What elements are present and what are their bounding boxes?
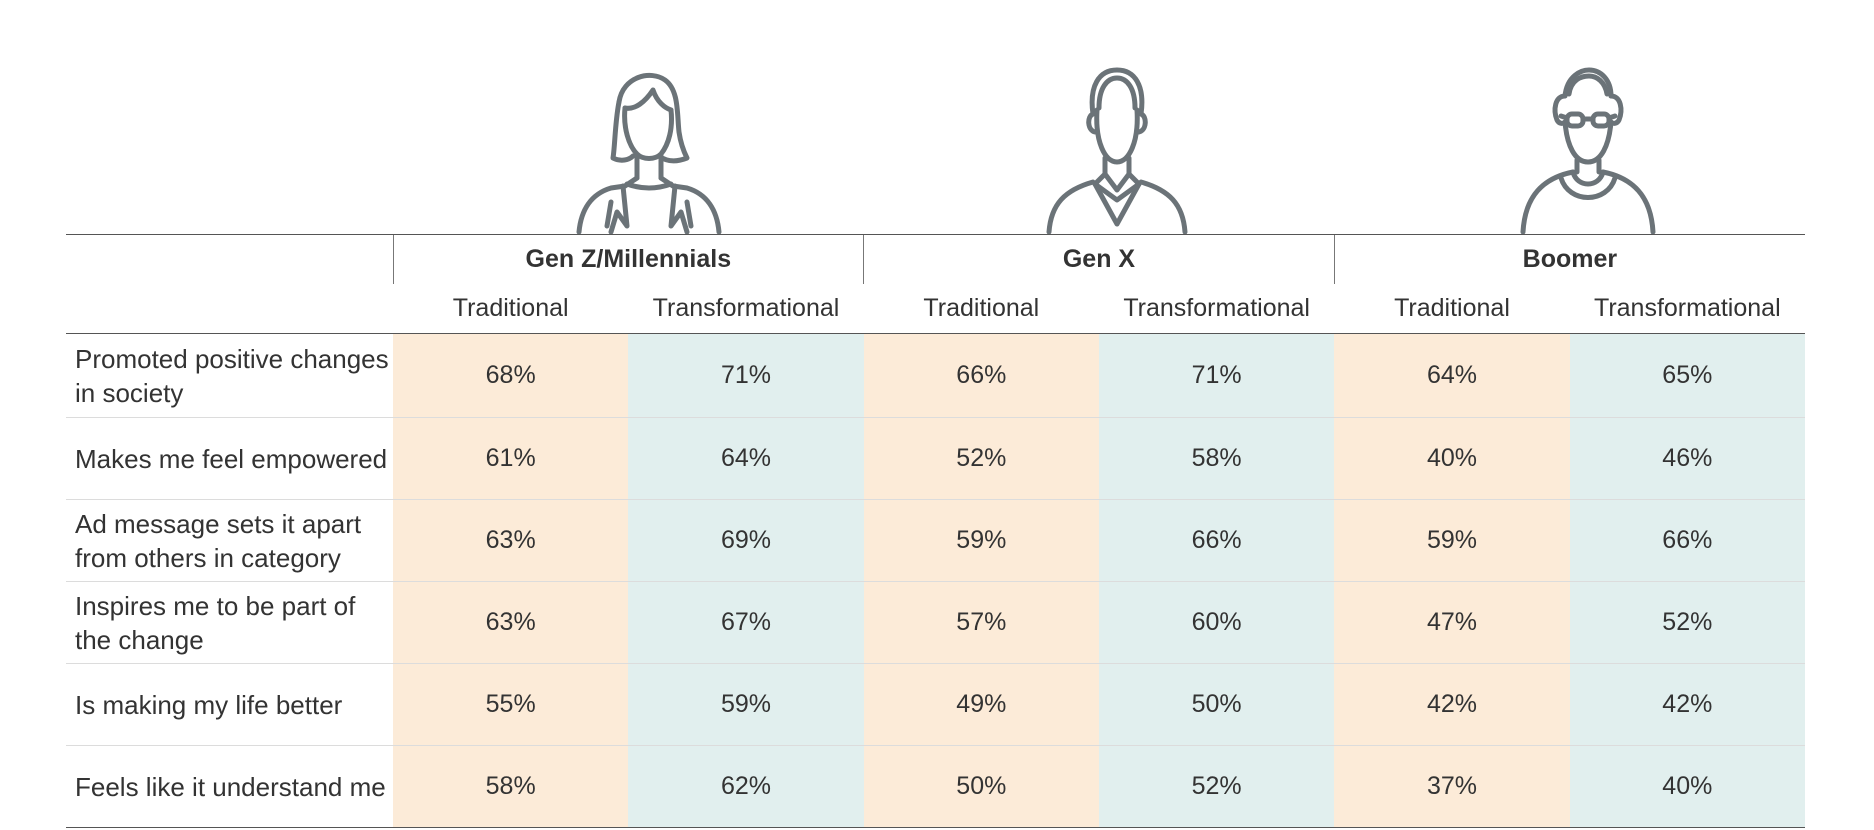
corner-cell bbox=[66, 284, 393, 334]
man-icon bbox=[1007, 66, 1207, 235]
value-cell: 58% bbox=[1098, 417, 1335, 500]
value-cell: 64% bbox=[1334, 333, 1570, 418]
subcolumn-header: Transformational bbox=[1098, 284, 1335, 334]
value-cell: 71% bbox=[1098, 333, 1335, 418]
value-cell: 50% bbox=[1098, 663, 1335, 746]
value-cell: 66% bbox=[863, 333, 1099, 418]
row-label: Makes me feel empowered bbox=[66, 417, 393, 500]
value-cell: 63% bbox=[393, 499, 629, 582]
value-cell: 66% bbox=[1098, 499, 1335, 582]
subcolumn-header-row: Traditional Transformational Traditional… bbox=[66, 284, 1805, 334]
value-cell: 42% bbox=[1569, 663, 1805, 746]
value-cell: 67% bbox=[628, 581, 864, 664]
value-cell: 42% bbox=[1334, 663, 1570, 746]
subcolumn-header: Traditional bbox=[863, 284, 1099, 334]
value-cell: 52% bbox=[1098, 745, 1335, 828]
value-cell: 60% bbox=[1098, 581, 1335, 664]
value-cell: 63% bbox=[393, 581, 629, 664]
group-header: Gen X bbox=[863, 234, 1335, 284]
table-row: Is making my life better 55% 59% 49% 50%… bbox=[66, 663, 1805, 746]
older-man-glasses-icon bbox=[1477, 66, 1677, 235]
subcolumn-header: Traditional bbox=[393, 284, 629, 334]
comparison-table: Gen Z/Millennials Gen X Boomer Tradition… bbox=[66, 234, 1805, 828]
value-cell: 49% bbox=[863, 663, 1099, 746]
value-cell: 40% bbox=[1334, 417, 1570, 500]
table-row: Makes me feel empowered 61% 64% 52% 58% … bbox=[66, 417, 1805, 500]
value-cell: 64% bbox=[628, 417, 864, 500]
group-header: Boomer bbox=[1333, 234, 1805, 284]
value-cell: 69% bbox=[628, 499, 864, 582]
value-cell: 62% bbox=[628, 745, 864, 828]
subcolumn-header: Traditional bbox=[1334, 284, 1570, 334]
subcolumn-header: Transformational bbox=[1569, 284, 1805, 334]
table-row: Feels like it understand me 58% 62% 50% … bbox=[66, 745, 1805, 828]
generation-icons bbox=[0, 0, 1874, 235]
row-label: Ad message sets it apart from others in … bbox=[66, 499, 393, 582]
value-cell: 59% bbox=[1334, 499, 1570, 582]
value-cell: 61% bbox=[393, 417, 629, 500]
woman-icon bbox=[537, 66, 737, 235]
group-header: Gen Z/Millennials bbox=[392, 234, 864, 284]
value-cell: 52% bbox=[863, 417, 1099, 500]
row-label: Inspires me to be part of the change bbox=[66, 581, 393, 664]
value-cell: 37% bbox=[1334, 745, 1570, 828]
value-cell: 66% bbox=[1569, 499, 1805, 582]
value-cell: 59% bbox=[863, 499, 1099, 582]
row-label: Promoted positive changes in society bbox=[75, 343, 389, 408]
value-cell: 47% bbox=[1334, 581, 1570, 664]
subcolumn-header: Transformational bbox=[628, 284, 864, 334]
group-header-row: Gen Z/Millennials Gen X Boomer bbox=[66, 234, 1805, 284]
value-cell: 65% bbox=[1569, 333, 1805, 418]
value-cell: 40% bbox=[1569, 745, 1805, 828]
table-row: Ad message sets it apart from others in … bbox=[66, 499, 1805, 582]
row-label: Is making my life better bbox=[66, 663, 393, 746]
value-cell: 52% bbox=[1569, 581, 1805, 664]
table-row: Promoted positive changes in society 68%… bbox=[66, 333, 1805, 418]
value-cell: 55% bbox=[393, 663, 629, 746]
value-cell: 58% bbox=[393, 745, 629, 828]
table-row: Inspires me to be part of the change 63%… bbox=[66, 581, 1805, 664]
value-cell: 46% bbox=[1569, 417, 1805, 500]
value-cell: 57% bbox=[863, 581, 1099, 664]
value-cell: 68% bbox=[393, 333, 629, 418]
value-cell: 71% bbox=[628, 333, 864, 418]
value-cell: 59% bbox=[628, 663, 864, 746]
table-body: Promoted positive changes in society 68%… bbox=[66, 333, 1805, 828]
value-cell: 50% bbox=[863, 745, 1099, 828]
corner-cell bbox=[66, 234, 393, 284]
row-label: Feels like it understand me bbox=[66, 745, 393, 828]
